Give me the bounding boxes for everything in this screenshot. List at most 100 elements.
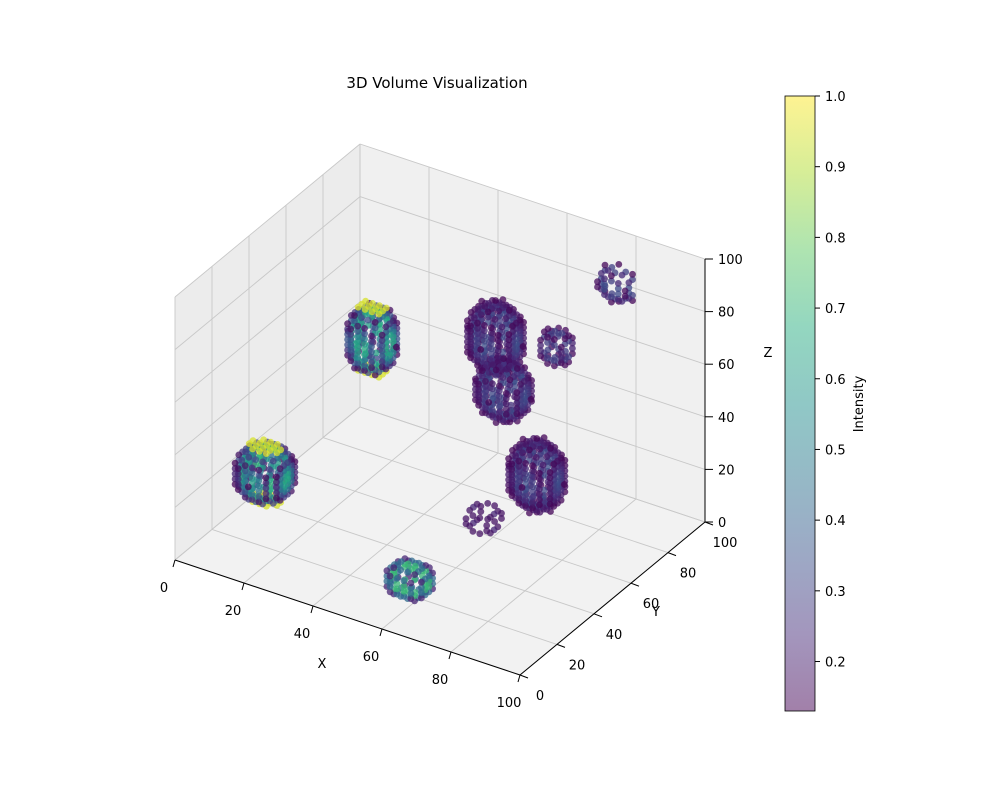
- voxel-point: [241, 467, 249, 475]
- voxel-point: [248, 469, 256, 477]
- voxel-point: [522, 475, 529, 483]
- voxel-point: [474, 340, 481, 348]
- voxel-points: [231, 261, 636, 605]
- voxel-point: [234, 470, 242, 478]
- voxel-point: [515, 457, 523, 465]
- voxel-point: [467, 322, 474, 330]
- voxel-point: [544, 360, 551, 367]
- voxel-point: [482, 383, 489, 390]
- voxel-point: [235, 451, 243, 459]
- voxel-point: [492, 297, 499, 304]
- voxel-point: [476, 530, 484, 538]
- gridline-z-back: [359, 196, 706, 313]
- x-tick-mark: [172, 559, 176, 568]
- voxel-point: [474, 351, 481, 359]
- voxel-point: [347, 325, 355, 333]
- voxel-point: [569, 345, 576, 352]
- voxel-point: [404, 568, 411, 576]
- voxel-point: [368, 332, 375, 340]
- gridline-z-left: [174, 248, 361, 403]
- voxel-point: [536, 490, 543, 498]
- voxel-point: [255, 498, 263, 506]
- voxel-point: [506, 418, 514, 426]
- voxel-point: [378, 337, 386, 344]
- y-tick-label: 20: [569, 658, 586, 673]
- voxel-point: [522, 491, 529, 499]
- voxel-point: [234, 481, 242, 488]
- x-tick-label: 60: [363, 650, 380, 665]
- voxel-point: [546, 479, 554, 487]
- voxel-point: [513, 405, 521, 412]
- voxel-point: [482, 409, 489, 417]
- voxel-point: [526, 446, 533, 454]
- voxel-point: [241, 472, 249, 480]
- y-tick-label: 60: [643, 597, 660, 612]
- voxel-point: [518, 484, 526, 491]
- voxel-point: [494, 358, 502, 365]
- voxel-point: [475, 401, 482, 409]
- voxel-point: [494, 352, 502, 360]
- voxel-point: [515, 478, 523, 486]
- voxel-point: [263, 450, 270, 457]
- voxel-point: [519, 435, 527, 443]
- voxel-point: [400, 587, 408, 595]
- voxel-point: [594, 278, 601, 286]
- voxel-point: [522, 441, 530, 448]
- voxel-point: [522, 496, 529, 504]
- voxel-point: [489, 390, 496, 398]
- voxel-point: [368, 353, 375, 361]
- voxel-point: [371, 371, 379, 379]
- voxel-point: [491, 316, 499, 323]
- voxel-point: [389, 338, 397, 346]
- voxel-point: [472, 375, 479, 383]
- voxel-point: [604, 267, 612, 274]
- voxel-point: [354, 359, 362, 367]
- voxel-point: [532, 454, 540, 461]
- voxel-point: [462, 515, 470, 522]
- voxel-point: [371, 324, 379, 332]
- voxel-point: [361, 356, 368, 364]
- colorbar-tick-label: 1.0: [825, 90, 846, 105]
- voxel-point: [354, 338, 362, 346]
- voxel-point: [378, 347, 386, 355]
- voxel-point: [234, 486, 242, 493]
- voxel-point: [481, 303, 489, 310]
- x-tick-label: 20: [225, 604, 242, 619]
- gridline-y-floor: [248, 498, 595, 615]
- voxel-point: [478, 367, 486, 374]
- voxel-point: [477, 508, 485, 515]
- x-tick-mark: [241, 582, 245, 591]
- voxel-point: [469, 512, 477, 519]
- voxel-point: [347, 357, 355, 365]
- voxel-point: [481, 322, 488, 329]
- voxel-point: [411, 571, 418, 578]
- voxel-point: [546, 490, 554, 497]
- gridline-z-back: [359, 301, 706, 418]
- voxel-point: [358, 314, 365, 322]
- z-tick-label: 40: [718, 411, 735, 426]
- voxel-point: [245, 440, 253, 447]
- voxel-point: [557, 348, 565, 356]
- x-tick-mark: [310, 605, 314, 614]
- floor-pane: [175, 407, 705, 675]
- voxel-point: [597, 270, 605, 277]
- voxel-point: [475, 386, 482, 393]
- voxel-point: [508, 460, 516, 468]
- voxel-point: [529, 478, 536, 485]
- voxel-point: [515, 463, 523, 470]
- voxel-point: [378, 331, 386, 339]
- colorbar-tick-label: 0.5: [825, 443, 846, 458]
- voxel-point: [361, 330, 368, 338]
- voxel-point: [502, 411, 510, 418]
- back-wall-pane: [360, 144, 705, 522]
- x-tick-label: 0: [160, 581, 168, 596]
- voxel-point: [522, 465, 529, 473]
- voxel-point: [361, 367, 368, 374]
- voxel-point: [418, 584, 425, 591]
- voxel-point: [351, 317, 358, 325]
- voxel-point: [273, 489, 280, 497]
- colorbar-tick-label: 0.9: [825, 161, 846, 176]
- voxel-point: [512, 452, 519, 460]
- voxel-point: [625, 279, 633, 286]
- voxel-point: [273, 449, 281, 457]
